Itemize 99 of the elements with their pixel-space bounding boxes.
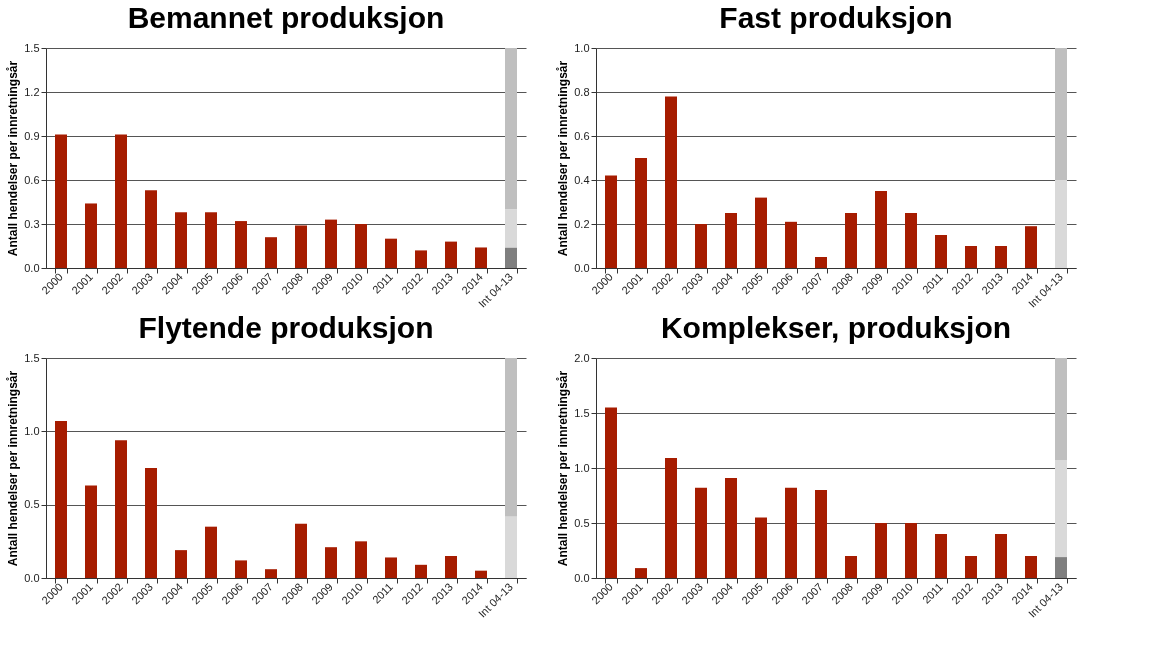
bar (115, 440, 127, 578)
y-tick-label: 2.0 (574, 351, 590, 364)
bar (725, 213, 737, 268)
bar (695, 224, 707, 268)
bar (845, 556, 857, 578)
bar (935, 235, 947, 268)
y-tick-label: 1.0 (574, 41, 590, 54)
bar (445, 241, 457, 268)
bar (295, 523, 307, 578)
bar (905, 523, 917, 578)
bar (875, 523, 887, 578)
y-tick-label: 0.3 (24, 217, 40, 230)
bar (505, 516, 517, 578)
y-tick-label: 1.0 (24, 424, 40, 437)
y-tick-label: 0.9 (24, 129, 40, 142)
bar (665, 458, 677, 578)
y-tick-label: 0.8 (574, 85, 590, 98)
bar (505, 209, 517, 248)
bar (55, 134, 67, 268)
bar (265, 237, 277, 268)
bar (355, 224, 367, 268)
bar (965, 556, 977, 578)
y-tick-label: 0.4 (574, 173, 590, 186)
y-tick-label: 0.5 (574, 516, 590, 529)
y-tick-label: 1.5 (24, 41, 40, 54)
bar (1055, 460, 1067, 558)
bar (265, 569, 277, 578)
bar (605, 407, 617, 578)
y-axis-title: Antall hendelser per innretningsår (556, 60, 571, 257)
bar (325, 547, 337, 578)
y-tick-label: 0.0 (574, 261, 590, 274)
bar (505, 48, 517, 210)
y-tick-label: 1.5 (24, 351, 40, 364)
y-tick-label: 0.5 (24, 498, 40, 511)
bar (325, 219, 337, 268)
bar (845, 213, 857, 268)
bar (415, 564, 427, 578)
bar (235, 221, 247, 268)
bar (875, 191, 887, 268)
bar (85, 485, 97, 578)
y-tick-label: 1.0 (574, 461, 590, 474)
chart-title: Flytende produksjon (138, 311, 434, 344)
bar (1055, 557, 1067, 578)
bar (295, 225, 307, 268)
bar (445, 556, 457, 578)
bar (235, 560, 247, 578)
y-tick-label: 1.2 (24, 85, 40, 98)
bar (635, 158, 647, 268)
chart-title: Fast produksjon (719, 1, 953, 34)
bar (665, 96, 677, 268)
chart-title: Bemannet produksjon (127, 1, 445, 34)
bar (695, 487, 707, 578)
bar (995, 534, 1007, 578)
bar (1055, 180, 1067, 268)
y-tick-label: 0.0 (24, 261, 40, 274)
bar (725, 477, 737, 578)
bar (605, 175, 617, 268)
bar (175, 212, 187, 268)
bar (1025, 226, 1037, 268)
bar (965, 246, 977, 268)
y-tick-label: 0.0 (24, 571, 40, 584)
bar (755, 197, 767, 268)
bar (905, 213, 917, 268)
bar (145, 190, 157, 268)
bar (475, 247, 487, 268)
y-tick-label: 0.6 (574, 129, 590, 142)
bar (355, 541, 367, 578)
bar (935, 534, 947, 578)
y-tick-label: 0.6 (24, 173, 40, 186)
y-axis-title: Antall hendelser per innretningsår (6, 370, 21, 567)
bar (785, 221, 797, 268)
y-tick-label: 0.0 (574, 571, 590, 584)
bar (785, 487, 797, 578)
bar (505, 247, 517, 268)
bar (85, 203, 97, 268)
y-axis-title: Antall hendelser per innretningsår (556, 370, 571, 567)
bar (385, 238, 397, 268)
bar (815, 490, 827, 578)
bar (205, 212, 217, 268)
bar (115, 134, 127, 268)
bar (475, 570, 487, 578)
bar (1055, 358, 1067, 461)
bar (635, 568, 647, 578)
bar (505, 358, 517, 517)
bar (995, 246, 1007, 268)
bar (755, 517, 767, 578)
bar (1055, 48, 1067, 180)
y-tick-label: 1.5 (574, 406, 590, 419)
bar (415, 250, 427, 268)
bar (175, 550, 187, 578)
bar (815, 257, 827, 268)
y-axis-title: Antall hendelser per innretningsår (6, 60, 21, 257)
bar (145, 468, 157, 578)
chart-title: Komplekser, produksjon (660, 311, 1012, 344)
bar (385, 557, 397, 578)
bar (1025, 556, 1037, 578)
bar (55, 421, 67, 578)
bar (205, 526, 217, 578)
y-tick-label: 0.2 (574, 217, 590, 230)
